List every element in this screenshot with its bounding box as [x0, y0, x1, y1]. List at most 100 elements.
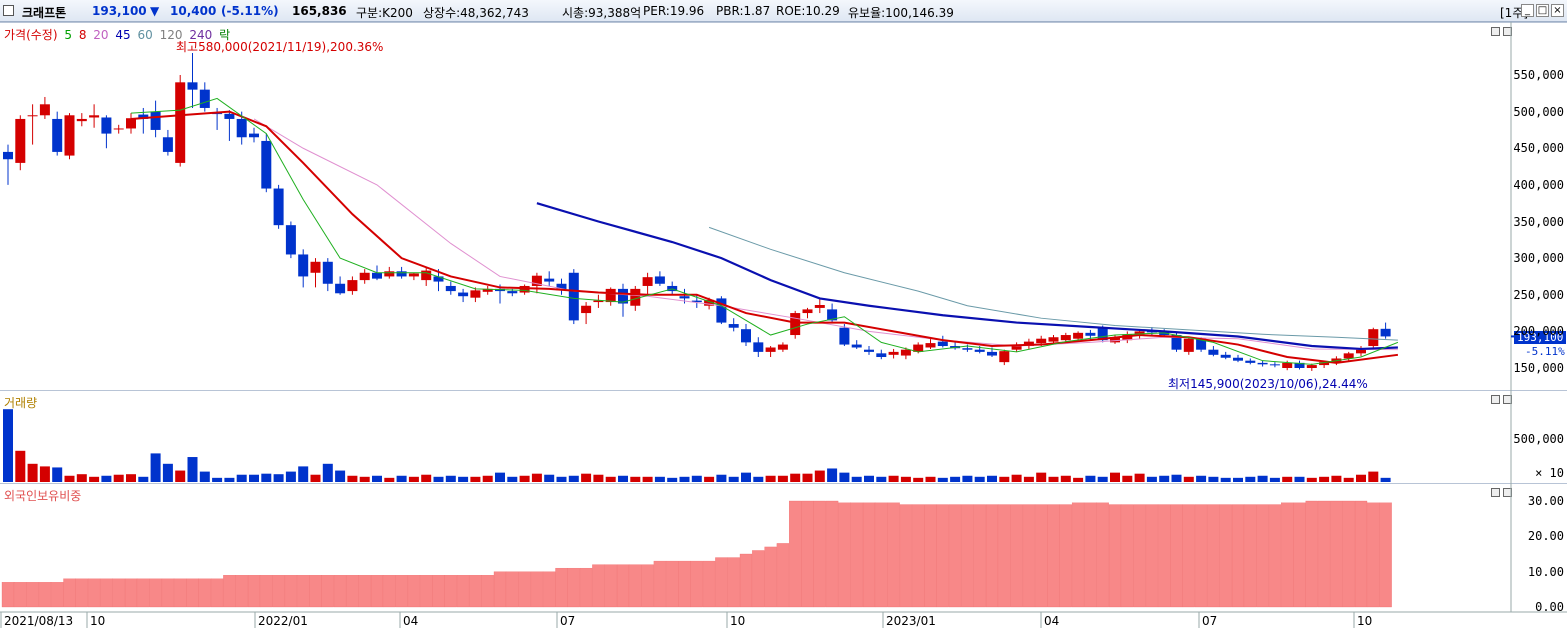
candle-body [347, 280, 358, 292]
foreign-ownership-bar [715, 557, 728, 608]
volume-bar [1269, 477, 1280, 482]
candle-body [1269, 364, 1280, 366]
volume-bar [1380, 477, 1391, 482]
candle-body [1294, 362, 1305, 368]
candle-body [445, 285, 456, 292]
volume-bar [765, 475, 776, 482]
foreign-ownership-bar [579, 567, 593, 608]
foreign-ownership-bar [862, 502, 876, 608]
candle-body [458, 292, 469, 297]
candle-body [470, 290, 481, 298]
candle-body [372, 272, 382, 279]
candle-body [876, 353, 887, 358]
candle-body [64, 115, 75, 156]
candle-body [777, 344, 788, 350]
per-value: PER:19.96 [643, 4, 705, 18]
volume-bar [814, 470, 825, 482]
x-axis-tick: 10 [1357, 614, 1373, 628]
foreign-ownership-bar [161, 578, 175, 608]
foreign-ownership-bar [567, 567, 580, 608]
foreign-ownership-bar [420, 575, 433, 608]
foreign-ownership-bar [1059, 504, 1072, 608]
candle-body [199, 89, 210, 108]
volume-bar [138, 476, 149, 482]
price-y-tick: 550,000 [1513, 68, 1564, 82]
volume-bar [187, 457, 198, 482]
foreign-ownership-bar [1194, 504, 1208, 608]
foreign-ownership-bar [702, 560, 716, 608]
candle-body [224, 113, 235, 119]
foreign-ownership-bar [1268, 504, 1282, 608]
legend-ma240: 240 [189, 28, 213, 42]
candle-body [691, 300, 702, 303]
candle-body [39, 104, 50, 116]
foreign-ownership-bar [752, 550, 765, 608]
volume-bar [568, 475, 579, 482]
volume-bar [1110, 472, 1120, 482]
candle-body [544, 278, 555, 282]
foreign-ownership-bar [899, 504, 913, 608]
volume-panel[interactable]: 거래량 [0, 390, 1567, 483]
foreign-ownership-bar [210, 578, 224, 608]
volume-bar [937, 477, 948, 482]
foreign-ownership-bar [530, 571, 544, 608]
x-axis-tick: 07 [1202, 614, 1218, 628]
candle-body [605, 288, 616, 303]
volume-bar [741, 472, 751, 482]
candle-body [1048, 337, 1059, 342]
foreign-ownership-bar [284, 575, 298, 608]
panel-menu-icon[interactable] [1491, 488, 1500, 497]
volume-bar [790, 473, 801, 482]
volume-bar [864, 475, 874, 482]
volume-bar [618, 475, 628, 482]
volume-bar [544, 474, 555, 482]
volume-bar [285, 471, 296, 482]
candle-body [322, 261, 333, 284]
candle-body [1134, 331, 1145, 335]
volume-bar [322, 463, 333, 482]
candle-body [531, 275, 542, 286]
foreign-ownership-bar [112, 578, 125, 608]
volume-bar [347, 475, 358, 482]
volume-bar [212, 477, 223, 482]
candle-body [1097, 327, 1108, 341]
volume-bar [974, 476, 985, 482]
volume-bar [1036, 472, 1047, 482]
candle-body [925, 343, 936, 348]
panel-menu-icon[interactable] [1491, 27, 1500, 36]
foreign-ownership-bar [924, 504, 937, 608]
minimize-button[interactable]: _ [1521, 4, 1534, 17]
legend-ma45: 45 [115, 28, 131, 42]
candle-body [1380, 328, 1391, 337]
foreign-ownership-bar [653, 560, 667, 608]
foreign-ownership-bar [1231, 504, 1245, 608]
foreign-ownership-bar [1108, 504, 1122, 608]
price-panel[interactable]: 가격(수정) 5 8 20 45 60 120 240 락 [0, 22, 1567, 390]
volume-bar [1171, 474, 1182, 482]
volume-bar [150, 453, 161, 482]
close-button[interactable]: × [1551, 4, 1564, 17]
panel-menu-icon[interactable] [1491, 395, 1500, 404]
candle-body [359, 272, 370, 281]
foreign-ownership-bar [260, 575, 273, 608]
candle-body [1245, 360, 1256, 363]
candle-body [285, 225, 296, 255]
foreign-ownership-bar [592, 564, 605, 608]
volume-bar [1331, 475, 1342, 482]
restore-button[interactable]: □ [1536, 4, 1549, 17]
foreign-ownership-bar [14, 582, 27, 608]
volume-bar [1146, 476, 1157, 482]
candle-body [802, 309, 813, 314]
foreign-ownership-bar [1293, 502, 1306, 608]
candle-body [126, 118, 136, 129]
select-checkbox[interactable] [3, 5, 14, 16]
candle-body [1196, 338, 1207, 350]
current-pct-tag: -5.11% [1525, 345, 1565, 358]
volume-bar [39, 466, 50, 482]
volume-bar [999, 476, 1010, 482]
foreign-ownership-bar [948, 504, 962, 608]
trade-volume: 165,836 [292, 4, 347, 18]
volume-bar [716, 474, 727, 482]
legend-price: 가격(수정) [4, 28, 58, 42]
ma120-line [253, 118, 1398, 351]
